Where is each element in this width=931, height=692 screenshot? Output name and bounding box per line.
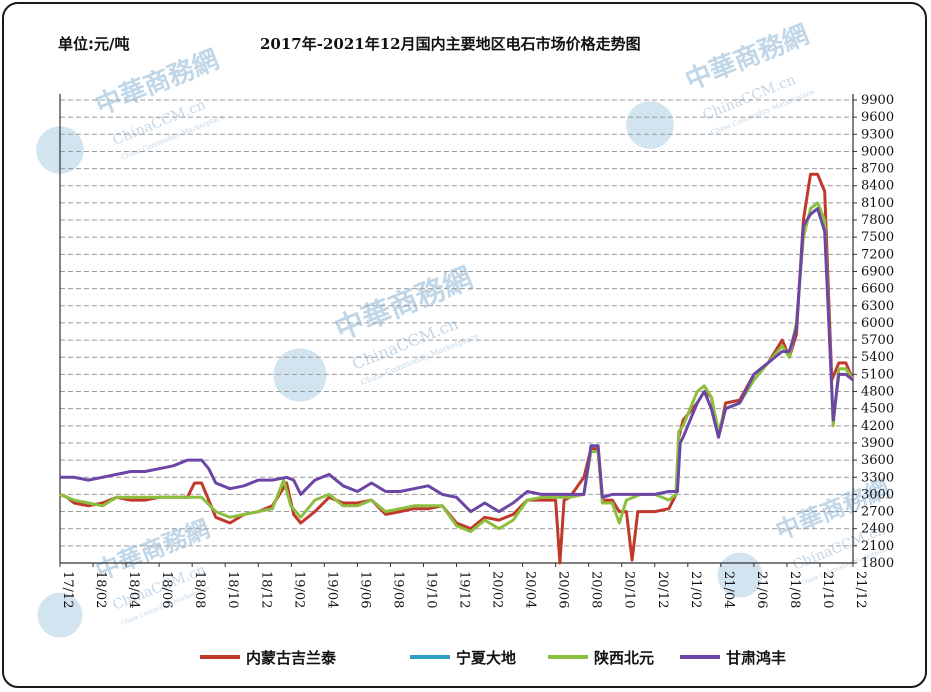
- legend-item: 内蒙古吉兰泰: [200, 649, 337, 667]
- x-tick-label: 18/06: [159, 571, 174, 608]
- y-tick-label: 4500: [861, 402, 894, 417]
- y-tick-label: 2100: [861, 539, 894, 554]
- y-tick-label: 5100: [861, 367, 894, 382]
- legend-label: 内蒙古吉兰泰: [246, 649, 337, 667]
- x-tick-label: 21/02: [688, 571, 703, 608]
- y-tick-label: 6000: [861, 316, 894, 331]
- y-tick-label: 8700: [861, 162, 894, 177]
- x-tick-label: 18/02: [93, 571, 108, 608]
- x-tick-label: 21/06: [754, 571, 769, 608]
- y-tick-label: 7500: [861, 230, 894, 245]
- x-tick-label: 21/08: [787, 571, 802, 608]
- x-tick-label: 19/12: [457, 571, 472, 608]
- y-tick-label: 6300: [861, 299, 894, 314]
- y-tick-label: 6600: [861, 282, 894, 297]
- x-tick-label: 19/04: [324, 571, 339, 608]
- legend-item: 宁夏大地: [410, 649, 516, 667]
- y-tick-label: 3600: [861, 453, 894, 468]
- legend: 内蒙古吉兰泰 宁夏大地 陕西北元 甘肃鸿丰: [200, 649, 786, 667]
- x-tick-label: 18/04: [126, 571, 141, 608]
- legend-label: 甘肃鸿丰: [726, 649, 786, 667]
- unit-label: 单位:元/吨: [58, 35, 129, 53]
- x-tick-label: 19/10: [423, 571, 438, 608]
- x-tick-label: 18/10: [225, 571, 240, 608]
- x-tick-label: 20/08: [589, 571, 604, 608]
- legend-label: 宁夏大地: [456, 649, 516, 667]
- y-tick-label: 3300: [861, 470, 894, 485]
- y-tick-label: 7800: [861, 213, 894, 228]
- x-tick-label: 21/12: [853, 571, 868, 608]
- globe-icon: [273, 348, 327, 402]
- x-tick-label: 20/04: [523, 571, 538, 608]
- x-axis-ticks: 17/12 18/02 18/04 18/06 18/08 18/10 18/12 19/02…: [59, 563, 868, 608]
- x-tick-label: 21/10: [820, 571, 835, 608]
- legend-item: 陕西北元: [548, 649, 654, 667]
- y-tick-label: 1800: [861, 556, 894, 571]
- series-lines: [59, 172, 855, 565]
- globe-icon: [717, 552, 763, 598]
- legend-item: 甘肃鸿丰: [680, 649, 786, 667]
- x-tick-label: 18/12: [258, 571, 273, 608]
- y-tick-label: 3000: [861, 487, 894, 502]
- series-line-3: [59, 201, 855, 534]
- x-tick-label: 19/06: [357, 571, 372, 608]
- y-tick-label: 9000: [861, 144, 894, 159]
- y-tick-label: 3900: [861, 436, 894, 451]
- y-tick-label: 4200: [861, 419, 894, 434]
- x-tick-label: 20/06: [556, 571, 571, 608]
- x-tick-label: 19/02: [291, 571, 306, 608]
- gridlines: [60, 99, 853, 564]
- x-tick-label: 20/12: [655, 571, 670, 608]
- y-tick-label: 7200: [861, 247, 894, 262]
- x-tick-label: 17/12: [60, 571, 75, 608]
- x-tick-label: 20/02: [490, 571, 505, 608]
- y-tick-label: 5400: [861, 350, 894, 365]
- y-tick-label: 9600: [861, 110, 894, 125]
- y-tick-label: 6900: [861, 264, 894, 279]
- chart-title: 2017年-2021年12月国内主要地区电石市场价格走势图: [260, 35, 641, 53]
- y-tick-label: 9300: [861, 127, 894, 142]
- x-tick-label: 21/04: [721, 571, 736, 608]
- y-tick-label: 2700: [861, 505, 894, 520]
- series-line-4: [60, 207, 854, 514]
- y-tick-label: 9900: [861, 93, 894, 108]
- y-tick-label: 5700: [861, 333, 894, 348]
- legend-label: 陕西北元: [594, 649, 654, 667]
- y-tick-label: 2400: [861, 522, 894, 537]
- globe-icon: [626, 101, 674, 149]
- y-tick-label: 8100: [861, 196, 894, 211]
- y-tick-label: 4800: [861, 385, 894, 400]
- globe-icon: [37, 592, 83, 638]
- series-line-1: [59, 172, 855, 565]
- y-axis-ticks: 1800 2100 2400 2700 3000 3300 3600 3900 4200 4500…: [853, 93, 894, 571]
- x-tick-label: 19/08: [390, 571, 405, 608]
- x-tick-label: 20/10: [622, 571, 637, 608]
- y-tick-label: 8400: [861, 179, 894, 194]
- x-tick-label: 18/08: [192, 571, 207, 608]
